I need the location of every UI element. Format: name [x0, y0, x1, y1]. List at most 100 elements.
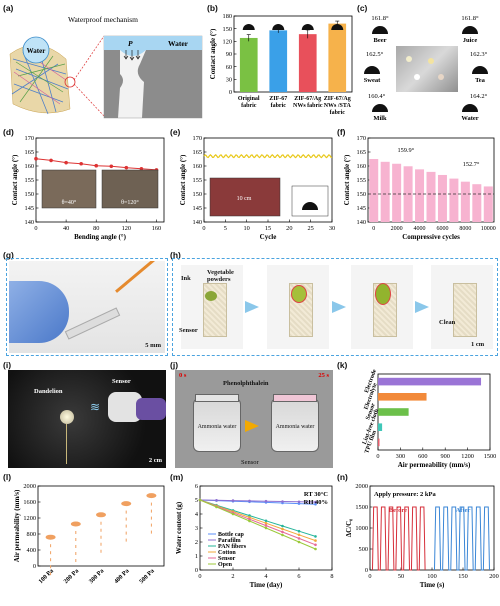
- x-tick-label: 0: [34, 225, 37, 232]
- sensor-label: Sensor: [179, 327, 198, 334]
- label-g: (g): [3, 250, 14, 260]
- droplet-icon: [331, 24, 344, 30]
- y-tick-label: 5: [195, 497, 198, 504]
- gloved-hand: [9, 281, 69, 343]
- data-point: [297, 502, 301, 505]
- time-start: 0 s: [179, 372, 187, 379]
- label-j: (j): [170, 360, 179, 370]
- panel-a-illustration: Waterproof mechanism Water Water P: [9, 15, 203, 119]
- data-point: [79, 161, 83, 166]
- y-tick-label: 145: [193, 205, 202, 212]
- droplet: [438, 74, 444, 80]
- y-tick-label: 400: [27, 547, 36, 554]
- bar: [378, 408, 409, 416]
- chart-b: 0 30 60 90 120 150 180 Contact angle (°) Origina…: [209, 13, 353, 116]
- x-tick-label: 200: [489, 573, 498, 580]
- syringe: [115, 261, 163, 293]
- label-f: (f): [337, 127, 346, 137]
- series-line: [199, 499, 316, 537]
- y-tick-label: 2: [195, 539, 198, 546]
- h-frame-1: [181, 265, 243, 349]
- label-l: (l): [3, 472, 12, 482]
- dandelion-label: Dandelion: [34, 388, 63, 395]
- droplet-tea: [472, 66, 488, 74]
- bar: [483, 186, 493, 222]
- data-point: [297, 529, 301, 533]
- data-point: [297, 500, 301, 504]
- bar: [449, 178, 459, 222]
- x-axis-label: Time (day): [250, 581, 283, 589]
- droplet-icon: [242, 24, 255, 30]
- y-tick-label: 0: [229, 89, 232, 96]
- series-before: [371, 506, 426, 571]
- category-label: 100 Pa: [37, 567, 55, 585]
- label-k: (k): [337, 360, 348, 370]
- data-point: [297, 537, 301, 540]
- category-label: NWs /STA: [324, 103, 352, 109]
- inset-droplet-frame: [291, 185, 329, 217]
- bar: [269, 30, 288, 93]
- panel-c-photos: [358, 12, 498, 124]
- x-tick-label: 2000: [391, 226, 403, 232]
- y-axis-label: Water content (g): [175, 501, 183, 554]
- fabric-photo: [396, 46, 458, 92]
- panel-j-photo: 0 s 25 s Phenolphthalein Ammonia water A…: [175, 370, 333, 468]
- y-tick-label: 90: [226, 51, 232, 58]
- droplet: [406, 56, 412, 62]
- after-label: After: [456, 507, 471, 514]
- inset-photo-left: [41, 169, 97, 209]
- milk-label: Milk: [373, 115, 387, 122]
- series-line: [199, 499, 316, 503]
- y-tick-label: 0: [33, 563, 36, 570]
- droplet: [428, 58, 434, 64]
- x-tick-label: 8: [330, 573, 333, 580]
- y-tick-label: 160: [357, 163, 366, 170]
- label-c: (c): [357, 3, 368, 13]
- category-label: NWs fabric: [293, 103, 323, 109]
- y-axis-label: Contact angle (°): [11, 154, 19, 205]
- x-tick-label: 2: [231, 573, 234, 580]
- h-frame-4: [431, 265, 493, 349]
- powder-stain: [205, 291, 217, 301]
- category-label: ZIF-67: [269, 96, 287, 102]
- x-tick-label: 20: [286, 225, 292, 232]
- category-label: ZIF-67/Ag: [324, 96, 351, 102]
- data-point: [281, 524, 284, 528]
- droplet-water: [462, 104, 478, 112]
- data-point: [34, 156, 38, 161]
- y-tick-label: 170: [357, 135, 366, 142]
- y-tick-label: 155: [193, 177, 202, 184]
- series-line: [203, 153, 333, 159]
- droplet-beer: [372, 26, 388, 34]
- x-tick-label: 50: [398, 573, 404, 580]
- time-end: 25 s: [318, 372, 329, 379]
- data-point: [297, 540, 301, 544]
- x-tick-label: 30: [329, 225, 335, 232]
- data-point: [264, 526, 268, 530]
- y-tick-label: 0: [195, 567, 198, 574]
- x-tick-label: 1500: [484, 453, 497, 460]
- data-point: [146, 493, 157, 499]
- y-tick-label: 160: [25, 163, 34, 170]
- data-point: [297, 533, 301, 537]
- y-tick-label: 145: [357, 205, 366, 212]
- data-point: [248, 514, 251, 517]
- wind-icon: ≋: [90, 400, 101, 414]
- x-tick-label: 6000: [436, 226, 448, 232]
- y-tick-label: 150: [223, 26, 232, 33]
- droplet-icon: [302, 202, 318, 210]
- y-tick-label: 1200: [23, 515, 36, 522]
- data-point: [281, 530, 284, 534]
- beer-label: Beer: [374, 37, 387, 44]
- x-tick-label: 160: [152, 225, 161, 232]
- data-point: [45, 534, 56, 540]
- inset-photo: [209, 177, 281, 217]
- label-m: (m): [170, 472, 184, 482]
- x-tick-label: 6: [297, 573, 300, 580]
- x-tick-label: 0: [376, 453, 379, 460]
- water-label: Water: [461, 115, 478, 122]
- category-label: 500 Pa: [138, 567, 156, 585]
- series-line: [199, 499, 316, 550]
- x-axis-label: Time (s): [420, 581, 445, 589]
- category-label: fabric: [330, 110, 346, 116]
